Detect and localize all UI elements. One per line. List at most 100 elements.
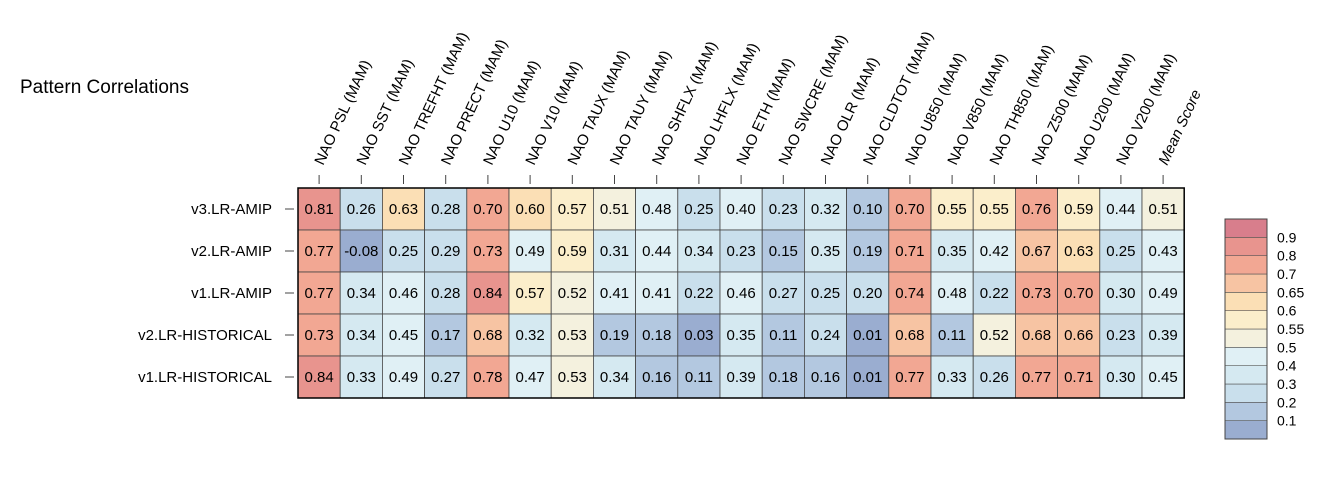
- heatmap-cell: [339, 271, 383, 315]
- cell-value-label: 0.30: [1106, 369, 1135, 386]
- heatmap-cell: [761, 229, 805, 273]
- cell-value-label: 0.55: [980, 201, 1009, 218]
- heatmap-cell: [1099, 271, 1143, 315]
- heatmap-cell: [719, 355, 763, 399]
- cell-value-label: 0.48: [937, 285, 966, 302]
- heatmap-cell: [466, 271, 510, 315]
- heatmap-cell: [677, 313, 721, 357]
- cell-value-label: 0.51: [1148, 201, 1177, 218]
- cell-value-label: 0.01: [853, 327, 882, 344]
- row-label: v3.LR-AMIP: [191, 201, 272, 218]
- cell-value-label: 0.59: [1064, 201, 1093, 218]
- cell-value-label: 0.53: [558, 369, 587, 386]
- cell-value-label: 0.81: [304, 201, 333, 218]
- cell-value-label: 0.27: [769, 285, 798, 302]
- cell-value-label: 0.66: [1064, 327, 1093, 344]
- heatmap-cell: [972, 187, 1016, 231]
- colorbar-segment: [1224, 365, 1268, 385]
- heatmap-cell: [339, 355, 383, 399]
- cell-value-label: 0.19: [600, 327, 629, 344]
- column-label: Mean Score: [1155, 87, 1205, 167]
- heatmap-cell: [508, 229, 552, 273]
- cell-value-label: 0.77: [1022, 369, 1051, 386]
- cell-value-label: 0.63: [389, 201, 418, 218]
- chart-title: Pattern Correlations: [20, 77, 189, 98]
- colorbar-segment: [1224, 420, 1268, 440]
- cell-value-label: 0.22: [684, 285, 713, 302]
- colorbar-tick-label: 0.8: [1277, 248, 1297, 264]
- heatmap-cell: [550, 271, 594, 315]
- cell-value-label: 0.46: [726, 285, 755, 302]
- cell-value-label: 0.73: [304, 327, 333, 344]
- cell-value-label: 0.16: [642, 369, 671, 386]
- colorbar-segment: [1224, 347, 1268, 366]
- cell-value-label: 0.73: [473, 243, 502, 260]
- heatmap-cell: [1057, 313, 1101, 357]
- cell-value-label: 0.17: [431, 327, 460, 344]
- colorbar-tick-label: 0.4: [1277, 358, 1297, 374]
- cell-value-label: 0.35: [811, 243, 840, 260]
- colorbar-tick-label: 0.7: [1277, 266, 1297, 282]
- colorbar-border: [1224, 218, 1268, 440]
- cell-value-label: 0.77: [895, 369, 924, 386]
- heatmap-cell: [1141, 187, 1185, 231]
- heatmap-cell-values: 0.81 0.26 0.63 0.28 0.70 0.60 0.57 0.51 0.48 0.25…: [304, 201, 1177, 386]
- colorbar-tick-label: 0.55: [1277, 321, 1304, 337]
- cell-value-label: 0.60: [515, 201, 544, 218]
- cell-value-label: 0.25: [684, 201, 713, 218]
- cell-value-label: 0.39: [726, 369, 755, 386]
- cell-value-label: 0.68: [895, 327, 924, 344]
- cell-value-label: 0.33: [937, 369, 966, 386]
- cell-value-label: 0.33: [347, 369, 376, 386]
- cell-value-label: 0.51: [600, 201, 629, 218]
- cell-value-label: 0.22: [980, 285, 1009, 302]
- colorbar-tick-label: 0.9: [1277, 229, 1297, 245]
- cell-value-label: 0.45: [389, 327, 418, 344]
- cell-value-label: 0.44: [1106, 201, 1135, 218]
- heatmap-cell: [930, 229, 974, 273]
- heatmap-cell: [466, 313, 510, 357]
- cell-value-label: 0.25: [1106, 243, 1135, 260]
- colorbar-tick-label: 0.5: [1277, 339, 1297, 355]
- heatmap-cell: [550, 355, 594, 399]
- row-label: v2.LR-HISTORICAL: [138, 327, 272, 344]
- cell-value-label: 0.34: [600, 369, 629, 386]
- cell-value-label: 0.03: [684, 327, 713, 344]
- heatmap-cell: [719, 229, 763, 273]
- cell-value-label: 0.29: [431, 243, 460, 260]
- heatmap-cell: [593, 187, 637, 231]
- cell-value-label: 0.70: [473, 201, 502, 218]
- cell-value-label: 0.11: [938, 327, 966, 344]
- colorbar-tick-label: 0.2: [1277, 394, 1297, 410]
- colorbar-tick-label: 0.1: [1277, 413, 1297, 429]
- cell-value-label: 0.55: [937, 201, 966, 218]
- heatmap-cell: [1099, 187, 1143, 231]
- cell-value-label: 0.46: [389, 285, 418, 302]
- cell-value-label: 0.41: [600, 285, 629, 302]
- heatmap-cell: [804, 271, 848, 315]
- heatmap-cell: [804, 313, 848, 357]
- heatmap-cell: [466, 355, 510, 399]
- colorbar-segment: [1224, 310, 1268, 330]
- cell-value-label: 0.23: [769, 201, 798, 218]
- cell-value-label: 0.32: [515, 327, 544, 344]
- colorbar-segment: [1224, 383, 1268, 403]
- heatmap-cell: [888, 313, 932, 357]
- heatmap-cell: [381, 271, 425, 315]
- cell-value-label: 0.23: [726, 243, 755, 260]
- heatmap-cell: [635, 355, 679, 399]
- cell-value-label: 0.40: [726, 201, 755, 218]
- colorbar-segment: [1224, 402, 1268, 421]
- cell-value-label: 0.23: [1106, 327, 1135, 344]
- heatmap-cell: [593, 313, 637, 357]
- heatmap-cell: [804, 187, 848, 231]
- cell-value-label: 0.48: [642, 201, 671, 218]
- cell-value-label: 0.34: [684, 243, 713, 260]
- colorbar-segment: [1224, 255, 1268, 275]
- cell-value-label: 0.67: [1022, 243, 1051, 260]
- cell-value-label: 0.15: [769, 243, 798, 260]
- heatmap-cell: [888, 229, 932, 273]
- heatmap-cell: [846, 355, 890, 399]
- heatmap-cell: [677, 229, 721, 273]
